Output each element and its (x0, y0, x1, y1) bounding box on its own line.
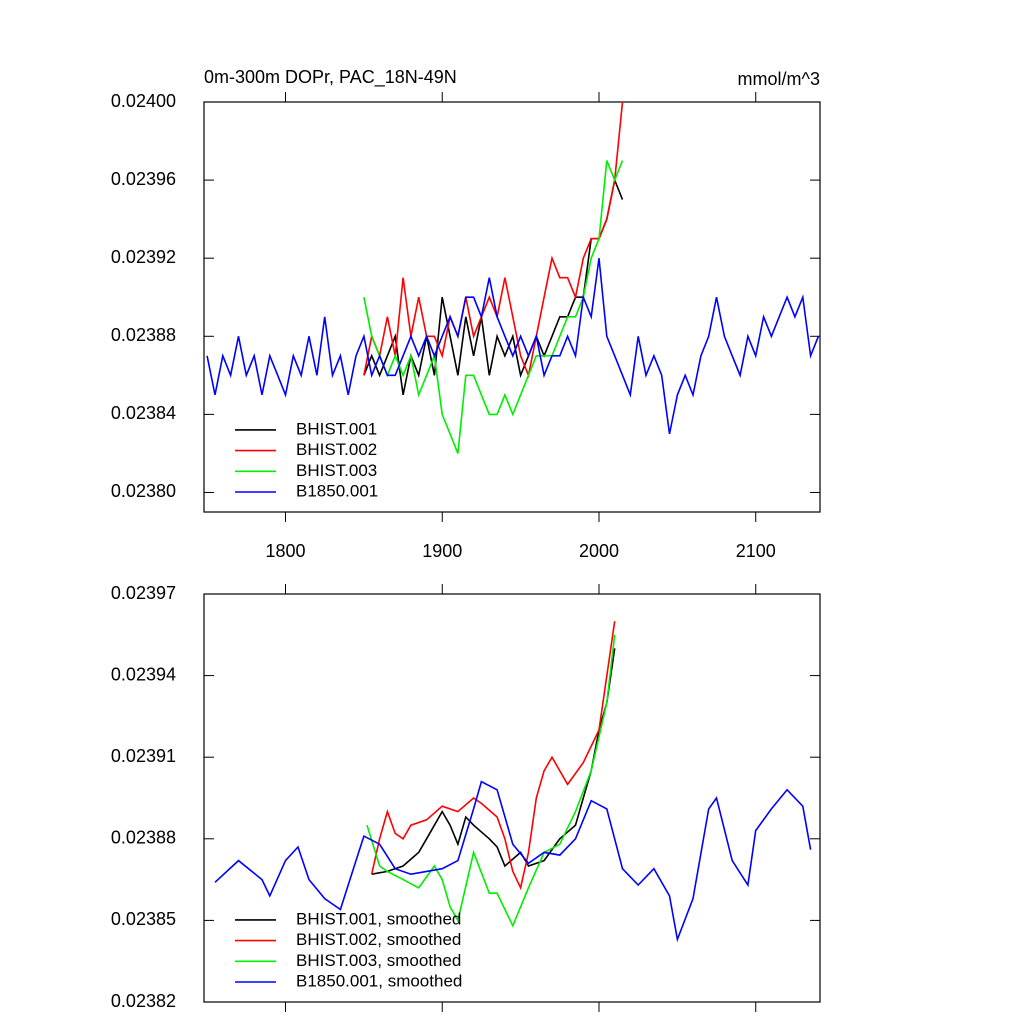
y-tick-label: 0.02397 (111, 583, 176, 603)
legend-label: B1850.001, smoothed (296, 971, 462, 990)
series-line (206, 258, 820, 435)
series-line (366, 634, 616, 928)
series-line (363, 177, 624, 396)
legend-label: BHIST.002 (296, 440, 377, 459)
x-tick-label: 2000 (579, 541, 619, 561)
y-tick-label: 0.02388 (111, 828, 176, 848)
legend-label: BHIST.003 (296, 461, 377, 480)
legend-label: BHIST.003, smoothed (296, 951, 461, 970)
y-tick-label: 0.02396 (111, 169, 176, 189)
y-tick-label: 0.02392 (111, 247, 176, 267)
series-line (370, 621, 616, 891)
series-line (363, 101, 624, 379)
y-tick-label: 0.02380 (111, 481, 176, 501)
series-line (214, 780, 812, 943)
y-tick-label: 0.02391 (111, 746, 176, 766)
x-tick-label: 1900 (422, 541, 462, 561)
series-line (363, 160, 624, 454)
y-tick-label: 0.02385 (111, 909, 176, 929)
y-tick-label: 0.02394 (111, 664, 176, 684)
y-tick-label: 0.02400 (111, 91, 176, 111)
legend-label: B1850.001 (296, 481, 378, 500)
y-tick-label: 0.02382 (111, 991, 176, 1011)
plot-frame (203, 101, 821, 513)
y-tick-label: 0.02388 (111, 325, 176, 345)
units-label: mmol/m^3 (738, 69, 820, 89)
chart-title: 0m-300m DOPr, PAC_18N-49N (204, 67, 457, 88)
x-tick-label: 1800 (265, 541, 305, 561)
y-tick-label: 0.02384 (111, 403, 176, 423)
legend-label: BHIST.002, smoothed (296, 930, 461, 949)
legend-label: BHIST.001, smoothed (296, 909, 461, 928)
legend-label: BHIST.001 (296, 419, 377, 438)
x-tick-label: 2100 (736, 541, 776, 561)
series-line (371, 648, 616, 875)
plot-frame (203, 593, 821, 1003)
